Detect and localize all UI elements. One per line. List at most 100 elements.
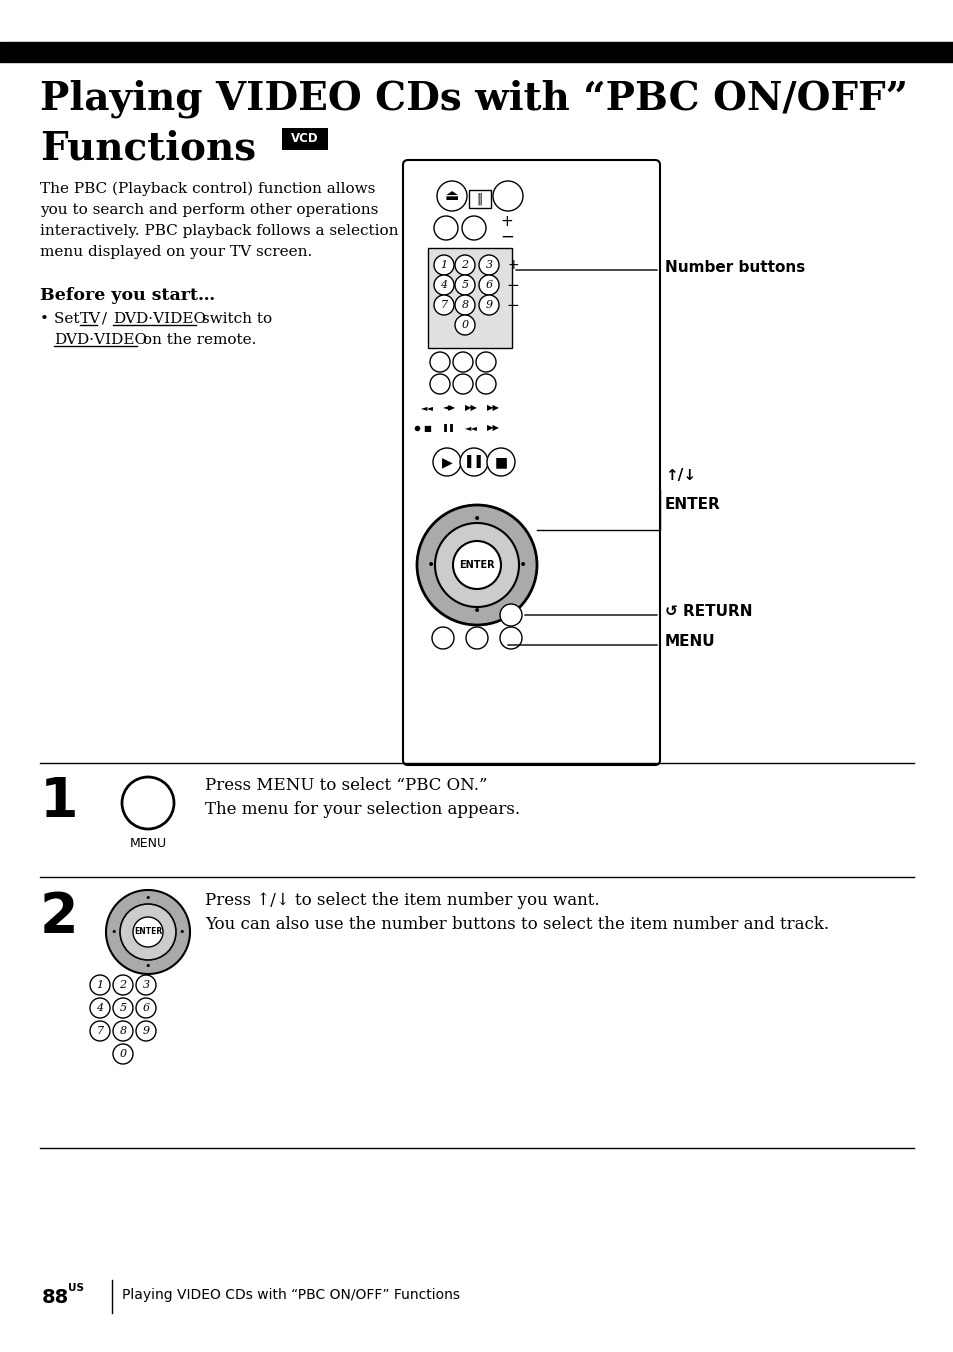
Text: −: − <box>506 297 518 312</box>
Text: +: + <box>500 214 513 228</box>
Text: 4: 4 <box>440 280 447 289</box>
Text: TV: TV <box>80 312 101 326</box>
Circle shape <box>459 448 488 476</box>
Circle shape <box>136 1021 156 1041</box>
Circle shape <box>434 274 454 295</box>
Text: ❚❚: ❚❚ <box>441 423 456 433</box>
Text: MENU: MENU <box>130 837 167 850</box>
Circle shape <box>120 904 175 960</box>
Text: •: • <box>111 927 117 937</box>
Text: ▶▶: ▶▶ <box>464 403 477 412</box>
Text: menu displayed on your TV screen.: menu displayed on your TV screen. <box>40 245 312 260</box>
Circle shape <box>499 604 521 626</box>
Text: You can also use the number buttons to select the item number and track.: You can also use the number buttons to s… <box>205 917 828 933</box>
Text: 5: 5 <box>119 1003 127 1013</box>
Text: ‖: ‖ <box>476 192 482 206</box>
Text: •: • <box>178 927 185 937</box>
Circle shape <box>434 295 454 315</box>
Text: +: + <box>507 258 518 272</box>
Circle shape <box>132 917 163 946</box>
Circle shape <box>90 1021 110 1041</box>
Text: ◄▶: ◄▶ <box>442 403 455 412</box>
Circle shape <box>430 352 450 372</box>
Text: 9: 9 <box>485 300 492 310</box>
Bar <box>469 191 491 208</box>
Text: •: • <box>473 604 480 618</box>
Text: 8: 8 <box>461 300 468 310</box>
Circle shape <box>476 352 496 372</box>
Text: ❚❚: ❚❚ <box>463 456 484 469</box>
Circle shape <box>416 506 537 625</box>
Text: ENTER: ENTER <box>458 560 495 571</box>
Text: 7: 7 <box>440 300 447 310</box>
Circle shape <box>453 541 500 589</box>
Circle shape <box>455 295 475 315</box>
Circle shape <box>465 627 488 649</box>
Text: Functions: Functions <box>40 130 255 168</box>
Text: 2: 2 <box>119 980 127 990</box>
Text: Set: Set <box>54 312 84 326</box>
Text: switch to: switch to <box>196 312 272 326</box>
Circle shape <box>435 523 518 607</box>
Text: The PBC (Playback control) function allows: The PBC (Playback control) function allo… <box>40 183 375 196</box>
Text: ■: ■ <box>422 423 431 433</box>
Circle shape <box>106 890 190 973</box>
Text: US: US <box>68 1283 84 1293</box>
Text: interactively. PBC playback follows a selection: interactively. PBC playback follows a se… <box>40 224 398 238</box>
Text: /: / <box>97 312 112 326</box>
Circle shape <box>430 375 450 393</box>
Text: ▶: ▶ <box>441 456 452 469</box>
Text: −: − <box>506 277 518 292</box>
Circle shape <box>136 998 156 1018</box>
Circle shape <box>436 181 467 211</box>
Circle shape <box>432 627 454 649</box>
Circle shape <box>478 295 498 315</box>
Text: 1: 1 <box>96 980 104 990</box>
Text: ◄◄: ◄◄ <box>420 403 433 412</box>
Text: ⏏: ⏏ <box>444 188 458 204</box>
Text: 7: 7 <box>96 1026 104 1036</box>
Circle shape <box>433 448 460 476</box>
Text: Before you start…: Before you start… <box>40 287 215 304</box>
Text: 9: 9 <box>142 1026 150 1036</box>
Circle shape <box>461 216 485 241</box>
Circle shape <box>455 315 475 335</box>
FancyBboxPatch shape <box>402 160 659 765</box>
Text: MENU: MENU <box>664 634 715 649</box>
Circle shape <box>455 274 475 295</box>
Circle shape <box>434 256 454 274</box>
Text: 0: 0 <box>461 320 468 330</box>
Text: •: • <box>426 558 435 572</box>
Text: 3: 3 <box>142 980 150 990</box>
Text: 2: 2 <box>461 260 468 270</box>
Bar <box>428 247 512 347</box>
Text: •: • <box>145 894 152 903</box>
Text: 88: 88 <box>42 1288 70 1307</box>
Text: VCD: VCD <box>291 132 318 146</box>
Text: •: • <box>40 312 49 326</box>
Text: ▶▶: ▶▶ <box>486 423 499 433</box>
Circle shape <box>136 975 156 995</box>
Text: The menu for your selection appears.: The menu for your selection appears. <box>205 800 519 818</box>
Text: 1: 1 <box>40 775 78 829</box>
Text: •: • <box>145 961 152 971</box>
Text: 8: 8 <box>119 1026 127 1036</box>
Text: 0: 0 <box>119 1049 127 1059</box>
Text: 6: 6 <box>142 1003 150 1013</box>
Circle shape <box>112 975 132 995</box>
Text: 1: 1 <box>440 260 447 270</box>
Text: 3: 3 <box>485 260 492 270</box>
Text: ENTER: ENTER <box>664 498 720 512</box>
Text: ↑/↓: ↑/↓ <box>664 468 696 483</box>
Text: Playing VIDEO CDs with “PBC ON/OFF”: Playing VIDEO CDs with “PBC ON/OFF” <box>40 80 907 119</box>
Circle shape <box>493 181 522 211</box>
Text: 2: 2 <box>40 890 78 944</box>
Circle shape <box>476 375 496 393</box>
Text: ▶▶: ▶▶ <box>486 403 499 412</box>
Text: Press ↑/↓ to select the item number you want.: Press ↑/↓ to select the item number you … <box>205 892 599 909</box>
Text: you to search and perform other operations: you to search and perform other operatio… <box>40 203 378 218</box>
Circle shape <box>434 216 457 241</box>
Text: DVD·VIDEO: DVD·VIDEO <box>54 333 147 347</box>
Circle shape <box>499 627 521 649</box>
Circle shape <box>478 256 498 274</box>
